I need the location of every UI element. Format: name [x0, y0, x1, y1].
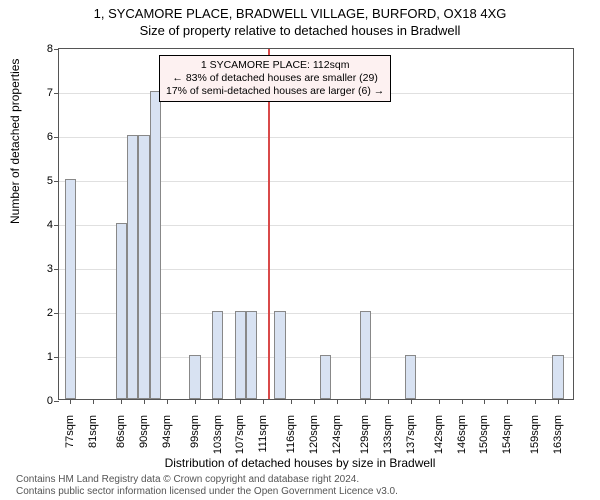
annotation-line: 17% of semi-detached houses are larger (… — [166, 85, 384, 98]
histogram-bar — [405, 355, 416, 399]
histogram-bar — [320, 355, 331, 399]
xtick-mark — [167, 399, 168, 404]
footer-attribution: Contains HM Land Registry data © Crown c… — [16, 474, 398, 498]
ytick-label: 4 — [33, 219, 53, 231]
ytick-mark — [54, 401, 59, 402]
ytick-mark — [54, 137, 59, 138]
histogram-bar — [127, 135, 138, 399]
histogram-bar — [274, 311, 285, 399]
ytick-label: 2 — [33, 307, 53, 319]
ytick-label: 5 — [33, 175, 53, 187]
xtick-mark — [144, 399, 145, 404]
xtick-mark — [195, 399, 196, 404]
histogram-bar — [552, 355, 563, 399]
ytick-mark — [54, 313, 59, 314]
ytick-label: 0 — [33, 395, 53, 407]
ytick-mark — [54, 357, 59, 358]
xtick-mark — [507, 399, 508, 404]
xtick-mark — [388, 399, 389, 404]
histogram-bar — [235, 311, 246, 399]
xtick-mark — [411, 399, 412, 404]
xtick-mark — [558, 399, 559, 404]
histogram-bar — [116, 223, 127, 399]
annotation-line: 1 SYCAMORE PLACE: 112sqm — [166, 59, 384, 72]
histogram-bar — [138, 135, 149, 399]
xtick-mark — [365, 399, 366, 404]
xtick-mark — [314, 399, 315, 404]
y-axis-label: Number of detached properties — [8, 59, 22, 224]
histogram-bar — [246, 311, 257, 399]
ytick-label: 3 — [33, 263, 53, 275]
histogram-bar — [360, 311, 371, 399]
xtick-mark — [535, 399, 536, 404]
xtick-mark — [484, 399, 485, 404]
footer-line1: Contains HM Land Registry data © Crown c… — [16, 474, 398, 486]
xtick-mark — [439, 399, 440, 404]
ytick-mark — [54, 93, 59, 94]
ytick-label: 1 — [33, 351, 53, 363]
xtick-mark — [263, 399, 264, 404]
histogram-bar — [212, 311, 223, 399]
annotation-line: ← 83% of detached houses are smaller (29… — [166, 72, 384, 85]
ytick-mark — [54, 49, 59, 50]
xtick-mark — [218, 399, 219, 404]
chart-subtitle: Size of property relative to detached ho… — [0, 21, 600, 38]
ytick-label: 8 — [33, 43, 53, 55]
xtick-mark — [291, 399, 292, 404]
xtick-mark — [462, 399, 463, 404]
ytick-mark — [54, 181, 59, 182]
ytick-mark — [54, 225, 59, 226]
xtick-mark — [337, 399, 338, 404]
xtick-mark — [240, 399, 241, 404]
ytick-label: 7 — [33, 87, 53, 99]
xtick-mark — [121, 399, 122, 404]
ytick-label: 6 — [33, 131, 53, 143]
annotation-box: 1 SYCAMORE PLACE: 112sqm← 83% of detache… — [159, 55, 391, 102]
footer-line2: Contains public sector information licen… — [16, 486, 398, 498]
chart-title-address: 1, SYCAMORE PLACE, BRADWELL VILLAGE, BUR… — [0, 0, 600, 21]
histogram-bar — [150, 91, 161, 399]
xtick-mark — [70, 399, 71, 404]
histogram-bar — [189, 355, 200, 399]
x-axis-label: Distribution of detached houses by size … — [0, 456, 600, 470]
xtick-mark — [93, 399, 94, 404]
plot-area: 01234567877sqm81sqm86sqm90sqm94sqm99sqm1… — [58, 48, 574, 400]
ytick-mark — [54, 269, 59, 270]
histogram-bar — [65, 179, 76, 399]
